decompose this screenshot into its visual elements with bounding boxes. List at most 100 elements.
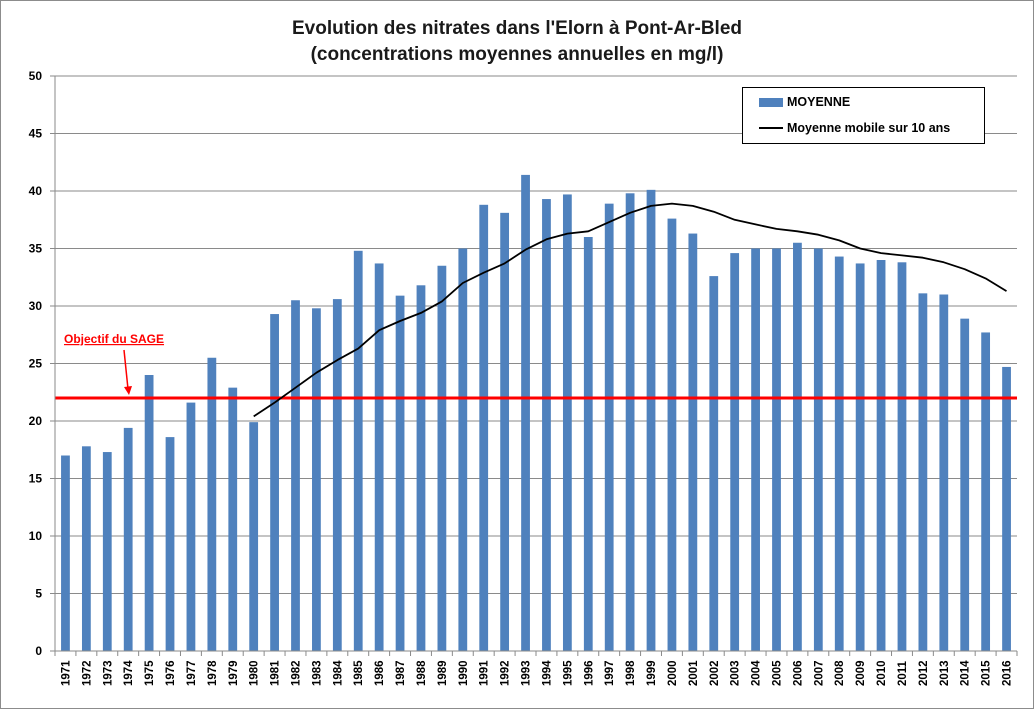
bar-1994 xyxy=(542,199,551,652)
x-tick-label: 1990 xyxy=(458,660,470,686)
y-tick-label: 30 xyxy=(29,299,43,313)
x-tick-label: 2008 xyxy=(834,660,846,686)
bar-2012 xyxy=(918,293,928,651)
y-axis-ticks: 0 5 10 15 20 25 30 35 40 45 50 xyxy=(29,69,55,658)
bar-2013 xyxy=(939,294,949,651)
moving-average-series xyxy=(253,202,1007,418)
y-tick-label: 5 xyxy=(35,587,42,601)
x-tick-label: 1998 xyxy=(625,660,637,686)
x-tick-label: 1977 xyxy=(186,660,198,686)
bar-2004 xyxy=(751,248,760,651)
y-tick-label: 0 xyxy=(35,644,42,658)
y-tick-label: 20 xyxy=(29,414,43,428)
bar-2008 xyxy=(834,256,844,651)
x-tick-label: 1994 xyxy=(541,660,553,686)
bar-1991 xyxy=(479,204,489,652)
x-tick-label: 1986 xyxy=(374,660,386,686)
x-tick-label: 1978 xyxy=(207,660,219,686)
chart-title: Evolution des nitrates dans l'Elorn à Po… xyxy=(0,16,1034,68)
bar-2016 xyxy=(1002,366,1011,651)
bar-1999 xyxy=(646,189,656,651)
chart-title-line-1: Evolution des nitrates dans l'Elorn à Po… xyxy=(291,18,743,39)
legend: MOYENNE Moyenne mobile sur 10 ans xyxy=(742,87,985,144)
x-tick-label: 1984 xyxy=(332,660,344,686)
x-axis-ticks: 1971 1972 1973 1974 1975 1976 1977 1978 1979 1980… xyxy=(54,651,1018,686)
gridlines xyxy=(55,75,1017,594)
bar-2003 xyxy=(730,253,740,651)
x-tick-label: 1989 xyxy=(437,660,449,686)
bar-1983 xyxy=(312,308,321,651)
y-tick-label: 35 xyxy=(29,242,43,256)
bar-1995 xyxy=(562,194,572,651)
bar-1974 xyxy=(123,427,133,651)
y-tick-label: 40 xyxy=(29,184,43,198)
bar-1996 xyxy=(583,237,593,651)
x-tick-label: 2012 xyxy=(918,660,930,686)
bar-1998 xyxy=(625,193,635,652)
moving-average-line xyxy=(253,202,1007,418)
bar-1977 xyxy=(186,402,196,651)
y-tick-label: 15 xyxy=(29,472,43,486)
bar-1978 xyxy=(207,357,217,651)
x-tick-label: 1999 xyxy=(646,660,658,686)
bar-2006 xyxy=(793,242,802,651)
bar-1988 xyxy=(416,285,426,651)
x-tick-label: 1979 xyxy=(228,660,240,686)
bar-1981 xyxy=(270,314,279,651)
x-tick-label: 1973 xyxy=(102,660,114,686)
bar-1972 xyxy=(81,446,91,651)
x-tick-label: 1996 xyxy=(583,660,595,686)
x-tick-label: 1981 xyxy=(270,660,282,686)
x-tick-label: 2013 xyxy=(939,660,951,686)
bar-1973 xyxy=(102,452,112,651)
bar-1971 xyxy=(61,455,70,651)
bar-2014 xyxy=(960,318,970,651)
x-tick-label: 1997 xyxy=(604,660,616,686)
bar-1993 xyxy=(521,174,530,651)
x-tick-label: 2006 xyxy=(792,660,804,686)
x-tick-label: 2016 xyxy=(1002,660,1014,686)
x-tick-label: 1988 xyxy=(416,660,428,686)
bar-series xyxy=(61,174,1011,652)
x-tick-label: 2000 xyxy=(667,660,679,686)
bar-2010 xyxy=(876,260,886,651)
x-tick-label: 1991 xyxy=(479,660,491,686)
x-tick-label: 1975 xyxy=(144,660,156,686)
chart-title-line-2: (concentrations moyennes annuelles en mg… xyxy=(310,44,724,65)
x-tick-label: 1983 xyxy=(311,660,323,686)
bar-1985 xyxy=(353,250,363,652)
legend-line-label: Moyenne mobile sur 10 ans xyxy=(787,121,951,135)
reference-line-group: Objectif du SAGE xyxy=(55,332,1017,400)
bar-1984 xyxy=(332,299,342,651)
bar-2002 xyxy=(709,276,719,651)
x-tick-label: 2015 xyxy=(981,660,993,686)
bar-1976 xyxy=(165,437,175,651)
x-tick-label: 2002 xyxy=(709,660,721,686)
x-tick-label: 2005 xyxy=(772,660,784,686)
legend-item-bars: MOYENNE xyxy=(759,95,850,109)
legend-bar-label: MOYENNE xyxy=(787,95,851,109)
x-tick-label: 1974 xyxy=(123,660,135,686)
legend-item-line: Moyenne mobile sur 10 ans xyxy=(759,121,950,135)
y-tick-label: 50 xyxy=(29,69,43,83)
x-tick-label: 1995 xyxy=(562,660,574,686)
x-tick-label: 2010 xyxy=(876,660,888,686)
x-tick-label: 2014 xyxy=(960,660,972,686)
bar-1989 xyxy=(437,265,447,651)
y-tick-label: 25 xyxy=(29,357,43,371)
y-tick-label: 45 xyxy=(29,127,43,141)
bar-2000 xyxy=(667,218,677,651)
bar-1997 xyxy=(604,203,614,651)
x-tick-label: 2001 xyxy=(688,660,700,686)
x-tick-label: 2011 xyxy=(897,660,909,686)
bar-1992 xyxy=(500,212,510,651)
x-tick-label: 1992 xyxy=(500,660,512,686)
bar-1982 xyxy=(291,300,300,651)
bar-1975 xyxy=(144,375,154,651)
x-tick-label: 1987 xyxy=(395,660,407,686)
x-tick-label: 2003 xyxy=(730,660,742,686)
x-tick-label: 1972 xyxy=(81,660,93,686)
bar-1986 xyxy=(374,263,384,651)
x-tick-label: 2004 xyxy=(751,660,763,686)
